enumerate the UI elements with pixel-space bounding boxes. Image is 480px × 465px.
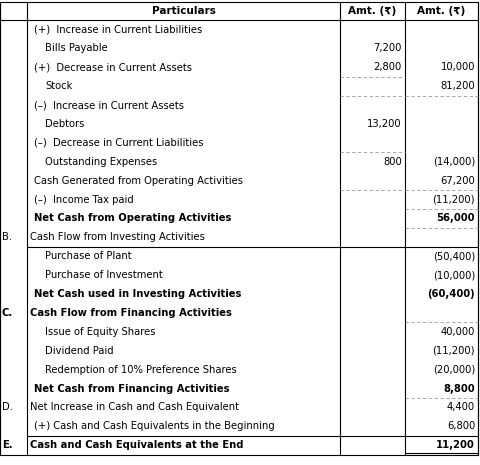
Text: (50,400): (50,400) (433, 251, 475, 261)
Text: Net Increase in Cash and Cash Equivalent: Net Increase in Cash and Cash Equivalent (30, 402, 239, 412)
Text: Amt. (₹): Amt. (₹) (418, 6, 466, 16)
Text: 6,800: 6,800 (447, 421, 475, 432)
Text: Bills Payable: Bills Payable (45, 43, 108, 53)
Text: 56,000: 56,000 (436, 213, 475, 224)
Text: Net Cash from Operating Activities: Net Cash from Operating Activities (34, 213, 231, 224)
Text: 81,200: 81,200 (440, 81, 475, 91)
Text: Outstanding Expenses: Outstanding Expenses (45, 157, 157, 167)
Text: Net Cash used in Investing Activities: Net Cash used in Investing Activities (34, 289, 241, 299)
Text: 13,200: 13,200 (367, 119, 402, 129)
Text: 2,800: 2,800 (374, 62, 402, 72)
Text: 40,000: 40,000 (441, 327, 475, 337)
Text: Purchase of Investment: Purchase of Investment (45, 270, 163, 280)
Text: 7,200: 7,200 (373, 43, 402, 53)
Text: 4,400: 4,400 (447, 402, 475, 412)
Text: D.: D. (2, 402, 13, 412)
Text: (11,200): (11,200) (432, 346, 475, 356)
Text: Cash and Cash Equivalents at the End: Cash and Cash Equivalents at the End (30, 440, 243, 450)
Text: Cash Generated from Operating Activities: Cash Generated from Operating Activities (34, 176, 243, 186)
Text: (–)  Decrease in Current Liabilities: (–) Decrease in Current Liabilities (34, 138, 204, 148)
Text: (11,200): (11,200) (432, 194, 475, 205)
Text: (10,000): (10,000) (433, 270, 475, 280)
Text: 800: 800 (383, 157, 402, 167)
Text: (+)  Decrease in Current Assets: (+) Decrease in Current Assets (34, 62, 192, 72)
Text: (14,000): (14,000) (433, 157, 475, 167)
Text: 8,800: 8,800 (444, 384, 475, 393)
Text: 11,200: 11,200 (436, 440, 475, 450)
Text: C.: C. (2, 308, 13, 318)
Text: (+)  Increase in Current Liabilities: (+) Increase in Current Liabilities (34, 25, 202, 34)
Text: Stock: Stock (45, 81, 72, 91)
Text: (–)  Increase in Current Assets: (–) Increase in Current Assets (34, 100, 184, 110)
Text: 67,200: 67,200 (440, 176, 475, 186)
Text: Cash Flow from Investing Activities: Cash Flow from Investing Activities (30, 232, 205, 242)
Text: 10,000: 10,000 (441, 62, 475, 72)
Text: (20,000): (20,000) (433, 365, 475, 375)
Text: Issue of Equity Shares: Issue of Equity Shares (45, 327, 156, 337)
Text: Cash Flow from Financing Activities: Cash Flow from Financing Activities (30, 308, 232, 318)
Text: Debtors: Debtors (45, 119, 84, 129)
Text: Redemption of 10% Preference Shares: Redemption of 10% Preference Shares (45, 365, 237, 375)
Text: Purchase of Plant: Purchase of Plant (45, 251, 132, 261)
Text: (–)  Income Tax paid: (–) Income Tax paid (34, 194, 134, 205)
Text: Dividend Paid: Dividend Paid (45, 346, 114, 356)
Text: Particulars: Particulars (152, 6, 216, 16)
Text: (60,400): (60,400) (427, 289, 475, 299)
Text: Net Cash from Financing Activities: Net Cash from Financing Activities (34, 384, 229, 393)
Text: E.: E. (2, 440, 12, 450)
Text: Amt. (₹): Amt. (₹) (348, 6, 396, 16)
Text: B.: B. (2, 232, 12, 242)
Text: (+) Cash and Cash Equivalents in the Beginning: (+) Cash and Cash Equivalents in the Beg… (34, 421, 275, 432)
